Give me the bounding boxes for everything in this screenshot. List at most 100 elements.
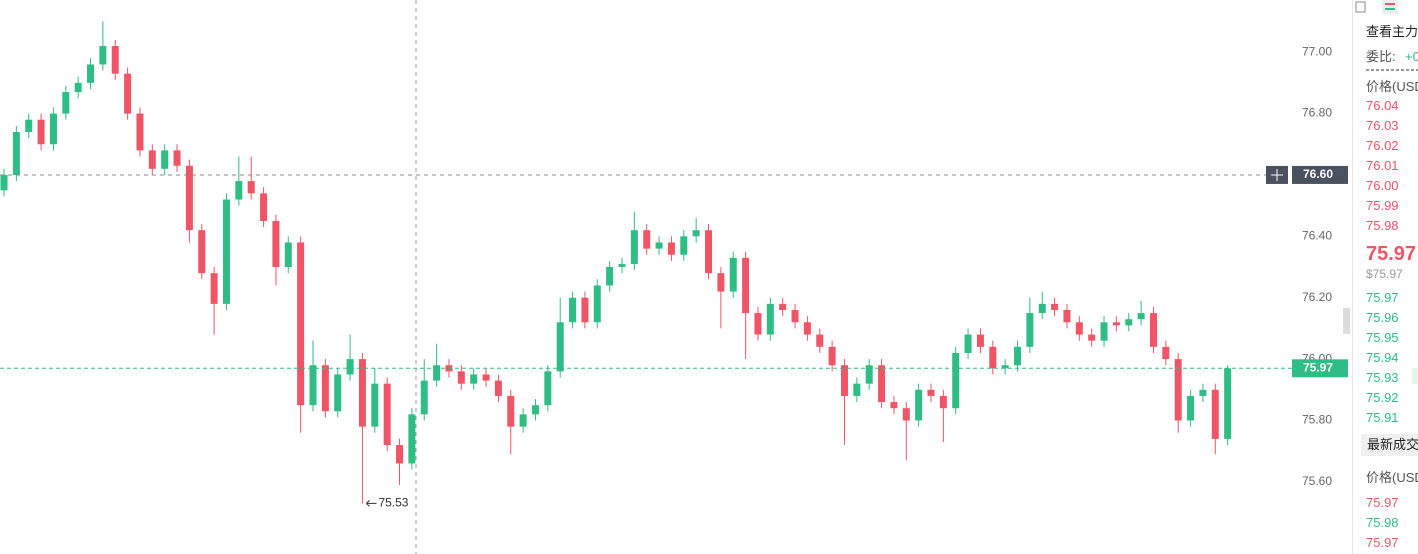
candle-body [878, 365, 886, 403]
candle-body [742, 257, 750, 314]
candle-body [915, 389, 923, 421]
candle-body [606, 267, 614, 286]
candle-body [371, 383, 379, 427]
last-price-usd: $75.97 [1366, 267, 1403, 281]
candle-body [494, 380, 502, 396]
candle-body [1137, 313, 1145, 320]
trade-price: 75.97 [1366, 495, 1399, 510]
candle-body [717, 273, 725, 292]
candle-body [680, 236, 688, 255]
ask-price: 76.03 [1366, 118, 1399, 133]
candle-body [1088, 334, 1096, 341]
candle-body [148, 150, 156, 169]
candle-body [1100, 322, 1108, 341]
candle-body [964, 334, 972, 353]
candle-body [470, 374, 478, 384]
candle-body [655, 242, 663, 249]
candle-body [74, 82, 82, 93]
bid-price: 75.92 [1366, 390, 1399, 405]
price-header: 价格(USD [1366, 79, 1418, 94]
candles [0, 21, 1232, 504]
candle-body [1051, 303, 1059, 310]
candle-body [173, 150, 181, 166]
icon[interactable] [1382, 0, 1398, 14]
candle-body [222, 199, 230, 304]
candle-body [754, 313, 762, 335]
crosshair-label: 76.60 [1303, 167, 1333, 181]
candle-body [111, 46, 119, 74]
candle-body [185, 165, 193, 231]
main-force-link[interactable]: 查看主力 [1366, 24, 1418, 39]
ratio-label: 委比: [1366, 49, 1396, 64]
candle-body [235, 181, 243, 200]
candle-body [49, 113, 57, 145]
candle-body [87, 64, 95, 83]
candle-body [853, 383, 861, 396]
candle-body [1174, 359, 1182, 421]
ask-price: 76.02 [1366, 138, 1399, 153]
candle-body [902, 408, 910, 421]
candle-body [1125, 319, 1133, 326]
bid-price: 75.96 [1366, 310, 1399, 325]
candle-body [210, 273, 218, 304]
y-tick-label: 76.40 [1302, 229, 1332, 243]
latest-trades-tab[interactable]: 最新成交 [1361, 434, 1418, 456]
candle-body [705, 230, 713, 274]
y-tick-label: 76.20 [1302, 290, 1332, 304]
candle-body [396, 445, 404, 464]
chart: 75.6075.8076.0076.2076.4076.6076.8077.00… [0, 0, 1350, 554]
candle-body [865, 365, 873, 384]
candle-body [1026, 313, 1034, 347]
candle-body [1199, 389, 1207, 396]
trade-price: 75.97 [1366, 535, 1399, 550]
candle-body [284, 242, 292, 268]
order-book-panel: 查看主力 委比: +0 价格(USD 76.04 76.03 76.02 76.01 7… [1352, 0, 1418, 554]
candle-body [692, 230, 700, 237]
low-arrow [366, 500, 377, 507]
candle-body [544, 371, 552, 406]
candle-body [198, 230, 206, 274]
candle-body [321, 365, 329, 412]
candle-body [519, 414, 527, 427]
candle-body [309, 365, 317, 406]
icon[interactable] [1355, 1, 1366, 13]
candle-body [667, 242, 675, 255]
candle-body [1001, 365, 1009, 369]
candle-body [569, 297, 577, 323]
candle-body [358, 359, 366, 427]
candle-body [816, 334, 824, 347]
candle-body [346, 359, 354, 375]
candle-body [952, 352, 960, 409]
candle-body [297, 242, 305, 406]
ask-price: 76.04 [1366, 98, 1399, 113]
trades-price-header: 价格(USD [1366, 470, 1418, 485]
last-price: 75.97 [1366, 243, 1417, 265]
candle-body [927, 389, 935, 396]
ask-price: 76.01 [1366, 158, 1399, 173]
candle-body [803, 322, 811, 335]
candle-body [1162, 346, 1170, 360]
candle-body [840, 365, 848, 396]
crosshair-label-box [1292, 165, 1348, 184]
candle-body [1038, 303, 1046, 314]
candle-body [989, 346, 997, 369]
bid-price: 75.95 [1366, 330, 1399, 345]
candle-body [890, 402, 898, 409]
ask-price: 76.00 [1366, 178, 1399, 193]
candle-body [334, 374, 342, 412]
candle-body [1224, 368, 1232, 439]
candle-body [779, 303, 787, 310]
candle-body [828, 346, 836, 366]
y-tick-label: 77.00 [1302, 44, 1332, 58]
candle-body [247, 181, 255, 194]
candle-body [507, 395, 515, 427]
candle-body [1014, 346, 1022, 366]
candle-body [0, 174, 8, 191]
crosshair-add-icon [1271, 168, 1283, 181]
candle-body [766, 303, 774, 335]
candle-body [161, 150, 169, 169]
candle-body [99, 46, 107, 65]
panel-handle[interactable] [1343, 308, 1350, 334]
candle-body [976, 334, 984, 347]
candle-body [1187, 395, 1195, 421]
